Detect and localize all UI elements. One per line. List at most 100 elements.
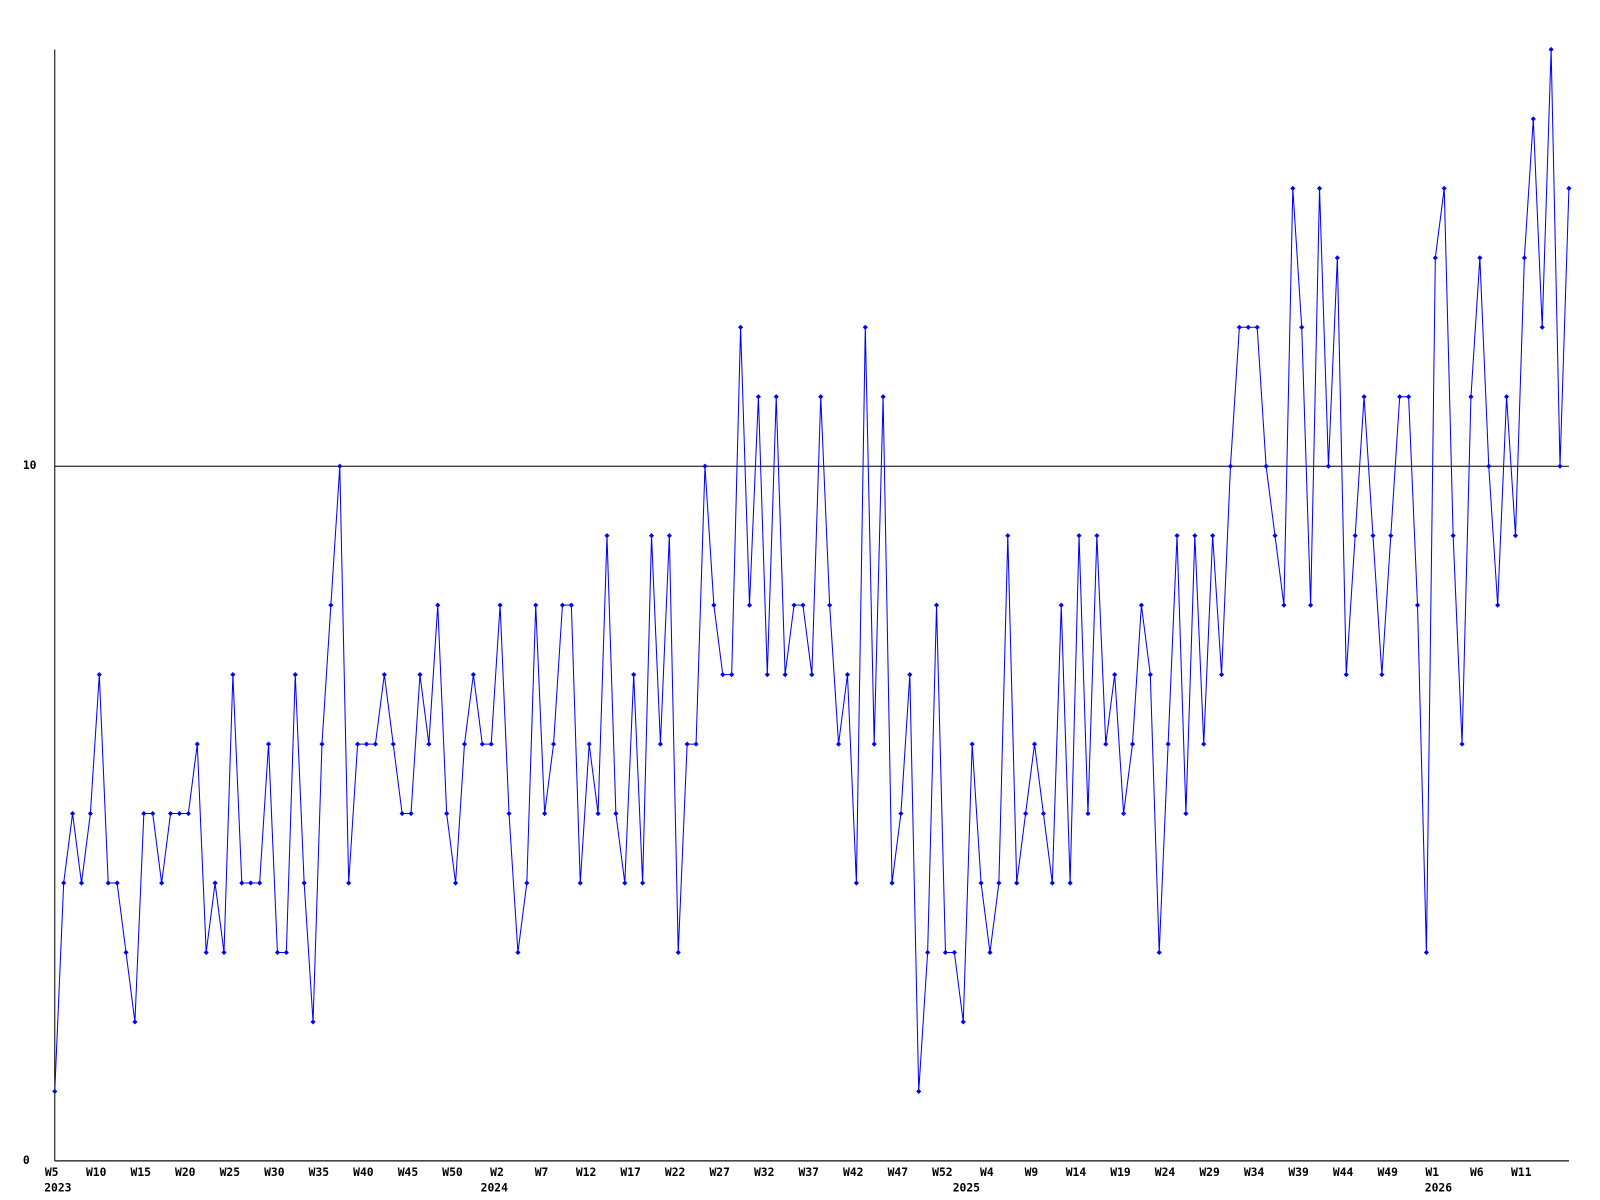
data-point bbox=[159, 880, 165, 886]
data-point bbox=[203, 949, 209, 956]
data-point bbox=[1361, 394, 1367, 400]
data-point bbox=[1227, 463, 1234, 469]
y-tick-label: 10 bbox=[23, 458, 37, 472]
data-point bbox=[328, 602, 334, 608]
data-point bbox=[1183, 810, 1189, 817]
x-tick-label: W1 bbox=[1425, 1165, 1439, 1179]
data-point bbox=[889, 880, 895, 886]
data-point bbox=[150, 810, 156, 817]
x-tick-label: W27 bbox=[709, 1165, 729, 1179]
data-point bbox=[461, 741, 468, 747]
data-point bbox=[212, 880, 218, 886]
data-point bbox=[764, 672, 770, 678]
x-tick-label: W30 bbox=[264, 1165, 285, 1179]
data-point bbox=[452, 880, 459, 886]
data-point bbox=[844, 672, 851, 678]
x-tick-label: W25 bbox=[220, 1165, 241, 1179]
data-point bbox=[1121, 810, 1127, 817]
x-year-label: 2026 bbox=[1425, 1181, 1452, 1195]
x-tick-label: W29 bbox=[1199, 1165, 1220, 1179]
x-tick-label: W32 bbox=[754, 1165, 774, 1179]
data-point bbox=[1504, 394, 1510, 400]
data-point bbox=[176, 810, 183, 817]
data-point bbox=[916, 1088, 922, 1094]
data-point bbox=[355, 741, 361, 747]
x-tick-label: W15 bbox=[131, 1165, 152, 1179]
data-point bbox=[1441, 185, 1447, 191]
data-point bbox=[613, 810, 619, 817]
data-point bbox=[1281, 602, 1287, 608]
data-point bbox=[542, 810, 548, 817]
data-point bbox=[1040, 810, 1046, 817]
data-point bbox=[657, 741, 664, 747]
data-point bbox=[1272, 533, 1278, 539]
data-point bbox=[1530, 116, 1536, 122]
data-point bbox=[1459, 741, 1465, 747]
data-point bbox=[274, 949, 281, 956]
x-tick-label: W19 bbox=[1110, 1165, 1131, 1179]
data-point bbox=[1112, 672, 1118, 678]
x-tick-label: W11 bbox=[1511, 1165, 1532, 1179]
x-tick-label: W45 bbox=[398, 1165, 419, 1179]
data-point bbox=[257, 880, 263, 886]
data-point bbox=[746, 602, 753, 608]
data-point bbox=[827, 602, 833, 608]
data-point bbox=[1468, 394, 1474, 400]
data-point bbox=[1334, 255, 1340, 261]
data-point bbox=[301, 880, 307, 886]
x-tick-label: W2 bbox=[490, 1165, 504, 1179]
data-point bbox=[550, 741, 557, 747]
data-point bbox=[800, 602, 806, 608]
data-point bbox=[194, 741, 200, 747]
data-point bbox=[1156, 949, 1162, 956]
data-point bbox=[1201, 741, 1207, 747]
data-point bbox=[1343, 672, 1349, 678]
data-point bbox=[1414, 602, 1421, 608]
data-point bbox=[1406, 394, 1412, 400]
x-tick-label: W4 bbox=[980, 1165, 994, 1179]
data-point bbox=[1290, 185, 1296, 191]
x-tick-label: W22 bbox=[665, 1165, 685, 1179]
x-tick-label: W34 bbox=[1244, 1165, 1265, 1179]
data-point bbox=[1049, 880, 1055, 886]
data-point bbox=[1325, 463, 1332, 469]
data-point bbox=[265, 741, 272, 747]
data-point bbox=[1165, 741, 1171, 747]
data-point bbox=[933, 602, 940, 608]
data-point bbox=[604, 533, 610, 539]
x-tick-label: W20 bbox=[175, 1165, 196, 1179]
data-point bbox=[78, 880, 85, 886]
data-point bbox=[408, 810, 414, 817]
x-tick-label: W24 bbox=[1155, 1165, 1176, 1179]
data-point bbox=[987, 949, 993, 956]
data-point bbox=[640, 880, 646, 886]
x-tick-label: W17 bbox=[620, 1165, 640, 1179]
data-point bbox=[52, 1088, 58, 1094]
data-point bbox=[310, 1019, 316, 1025]
data-point bbox=[497, 602, 503, 608]
data-point bbox=[1076, 533, 1082, 539]
data-point bbox=[969, 741, 975, 747]
data-point bbox=[586, 741, 592, 747]
data-point bbox=[1316, 185, 1323, 191]
data-point bbox=[515, 949, 521, 956]
data-point bbox=[1192, 533, 1198, 539]
data-point bbox=[729, 672, 735, 678]
data-point bbox=[1014, 880, 1020, 886]
data-point bbox=[435, 602, 441, 608]
data-point bbox=[1005, 533, 1011, 539]
data-point bbox=[568, 602, 574, 608]
data-point bbox=[185, 810, 191, 817]
data-point bbox=[221, 949, 227, 956]
data-point bbox=[880, 394, 886, 400]
x-tick-label: W7 bbox=[535, 1165, 549, 1179]
data-point bbox=[488, 741, 494, 747]
data-point bbox=[70, 810, 76, 817]
data-point bbox=[666, 533, 672, 539]
data-point bbox=[1129, 741, 1136, 747]
data-point bbox=[595, 810, 601, 817]
x-tick-label: W5 bbox=[45, 1165, 59, 1179]
data-point bbox=[533, 602, 539, 608]
data-point bbox=[1557, 463, 1563, 469]
